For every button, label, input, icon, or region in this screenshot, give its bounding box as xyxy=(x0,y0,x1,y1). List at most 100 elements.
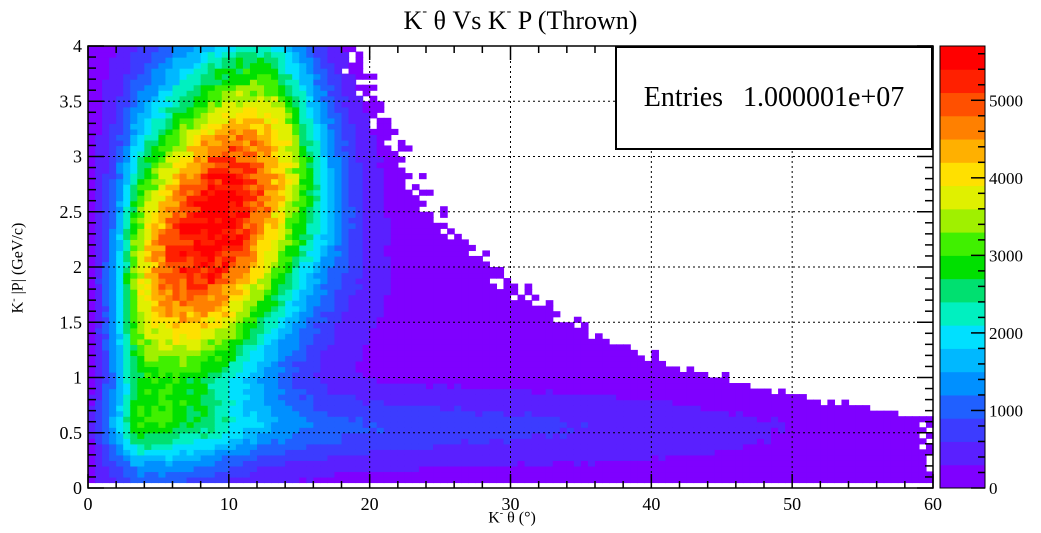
heatmap-cell xyxy=(461,294,469,301)
heatmap-cell xyxy=(566,366,575,373)
heatmap-cell xyxy=(517,410,526,417)
heatmap-cell xyxy=(299,399,307,406)
heatmap-cell xyxy=(390,128,399,136)
heatmap-cell xyxy=(179,162,188,169)
heatmap-cell xyxy=(165,173,174,180)
heatmap-cell xyxy=(700,383,709,390)
heatmap-cell xyxy=(193,449,202,456)
heatmap-cell xyxy=(151,233,160,240)
heatmap-cell xyxy=(144,338,152,345)
heatmap-cell xyxy=(102,383,110,390)
heatmap-cell xyxy=(116,305,124,312)
heatmap-cell xyxy=(313,206,321,213)
heatmap-cell xyxy=(249,57,258,64)
heatmap-cell xyxy=(278,200,286,207)
heatmap-cell xyxy=(735,410,744,417)
heatmap-cell xyxy=(292,377,300,384)
heatmap-cell xyxy=(299,427,307,434)
heatmap-cell xyxy=(264,189,272,196)
heatmap-cell xyxy=(123,394,131,401)
heatmap-cell xyxy=(320,360,329,368)
heatmap-cell xyxy=(433,316,441,323)
heatmap-cell xyxy=(306,178,314,185)
heatmap-cell xyxy=(235,427,244,434)
heatmap-cell xyxy=(158,427,167,434)
heatmap-cell xyxy=(235,106,244,113)
heatmap-cell xyxy=(214,327,223,334)
heatmap-cell xyxy=(623,399,631,406)
heatmap-cell xyxy=(158,150,167,158)
heatmap-cell xyxy=(383,322,392,329)
heatmap-cell xyxy=(433,432,441,439)
heatmap-cell xyxy=(257,465,265,473)
heatmap-cell xyxy=(313,200,321,207)
heatmap-cell xyxy=(369,222,378,229)
heatmap-cell xyxy=(151,139,160,147)
heatmap-cell xyxy=(580,449,589,456)
heatmap-cell xyxy=(130,432,138,439)
heatmap-cell xyxy=(214,57,223,64)
heatmap-cell xyxy=(271,211,279,218)
heatmap-cell xyxy=(418,261,427,268)
heatmap-cell xyxy=(538,316,547,323)
heatmap-cell xyxy=(510,443,519,450)
heatmap-cell xyxy=(418,410,427,417)
heatmap-cell xyxy=(602,371,610,379)
heatmap-cell xyxy=(271,128,279,136)
heatmap-cell xyxy=(468,355,476,362)
heatmap-cell xyxy=(278,139,286,147)
heatmap-cell xyxy=(158,294,167,301)
heatmap-cell xyxy=(454,465,462,473)
heatmap-cell xyxy=(355,244,364,252)
heatmap-cell xyxy=(179,139,188,147)
heatmap-cell xyxy=(137,162,145,169)
heatmap-cell xyxy=(158,261,167,268)
heatmap-cell xyxy=(102,338,110,345)
heatmap-cell xyxy=(475,476,483,484)
heatmap-cell xyxy=(369,476,378,484)
heatmap-cell xyxy=(228,383,237,390)
heatmap-cell xyxy=(503,377,512,384)
heatmap-cell xyxy=(383,150,392,158)
heatmap-cell xyxy=(165,344,174,351)
heatmap-cell xyxy=(327,117,336,124)
heatmap-cell xyxy=(200,322,209,329)
heatmap-cell xyxy=(566,338,575,345)
heatmap-cell xyxy=(200,68,209,75)
heatmap-cell xyxy=(235,156,244,163)
heatmap-cell xyxy=(130,178,138,185)
heatmap-cell xyxy=(383,338,392,345)
heatmap-cell xyxy=(179,267,188,274)
heatmap-cell xyxy=(221,261,230,268)
heatmap-cell xyxy=(447,394,455,401)
heatmap-cell xyxy=(249,338,258,345)
heatmap-cell xyxy=(88,421,96,428)
heatmap-cell xyxy=(137,471,145,478)
heatmap-cell xyxy=(362,117,371,124)
heatmap-cell xyxy=(327,134,336,141)
heatmap-cell xyxy=(313,255,321,263)
heatmap-cell xyxy=(411,222,420,229)
heatmap-cell xyxy=(735,394,744,401)
heatmap-cell xyxy=(369,84,378,91)
heatmap-cell xyxy=(214,355,223,362)
heatmap-cell xyxy=(144,211,152,218)
heatmap-cell xyxy=(700,421,709,428)
heatmap-cell xyxy=(580,476,589,484)
heatmap-cell xyxy=(482,272,490,279)
heatmap-cell xyxy=(221,432,230,439)
heatmap-cell xyxy=(137,90,145,97)
heatmap-cell xyxy=(116,333,124,340)
heatmap-cell xyxy=(573,416,582,423)
heatmap-cell xyxy=(454,355,462,362)
heatmap-cell xyxy=(658,416,667,423)
heatmap-cell xyxy=(271,106,279,113)
heatmap-cell xyxy=(376,322,385,329)
heatmap-cell xyxy=(348,311,357,318)
heatmap-cell xyxy=(200,101,209,108)
heatmap-cell xyxy=(116,244,124,252)
heatmap-cell xyxy=(383,117,392,124)
heatmap-cell xyxy=(151,421,160,428)
heatmap-cell xyxy=(158,128,167,136)
heatmap-cell xyxy=(362,294,371,301)
